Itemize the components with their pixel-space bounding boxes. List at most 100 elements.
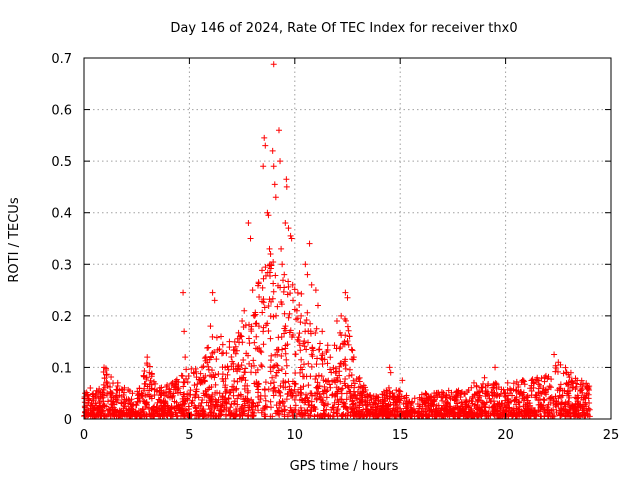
data-point (506, 390, 513, 397)
y-tick-label: 0.3 (51, 258, 72, 273)
data-point (320, 390, 327, 397)
data-point (293, 392, 300, 399)
data-point (239, 318, 246, 325)
data-point (87, 410, 94, 417)
x-tick-label: 0 (80, 428, 88, 443)
data-point (531, 408, 538, 415)
data-point (207, 353, 214, 360)
data-point (284, 291, 291, 298)
data-point (334, 396, 341, 403)
data-point (85, 397, 92, 404)
data-point (577, 381, 584, 388)
data-point (257, 347, 264, 354)
data-point (272, 351, 279, 358)
data-point (331, 399, 338, 406)
data-point (98, 412, 105, 419)
data-point (379, 391, 386, 398)
data-point (297, 319, 304, 326)
data-point (206, 394, 213, 401)
data-point (223, 387, 230, 394)
data-point (269, 147, 276, 154)
data-point (407, 410, 414, 417)
data-point (319, 328, 326, 335)
data-point (267, 273, 274, 280)
data-points (81, 61, 593, 420)
data-point (201, 355, 208, 362)
data-point (134, 399, 141, 406)
chart-title: Day 146 of 2024, Rate Of TEC Index for r… (170, 21, 517, 36)
data-point (462, 396, 469, 403)
data-point (271, 181, 278, 188)
data-point (528, 382, 535, 389)
data-point (211, 348, 218, 355)
data-point (145, 405, 152, 412)
data-point (535, 397, 542, 404)
data-point (121, 403, 128, 410)
data-point (134, 392, 141, 399)
data-point (350, 354, 357, 361)
x-tick-label: 20 (497, 428, 514, 443)
data-point (194, 381, 201, 388)
data-point (165, 405, 172, 412)
data-point (342, 289, 349, 296)
grid-lines (84, 58, 611, 419)
data-point (377, 407, 384, 414)
data-point (584, 385, 591, 392)
data-point (248, 396, 255, 403)
data-point (262, 379, 269, 386)
data-point (277, 400, 284, 407)
data-point (353, 412, 360, 419)
data-point (411, 395, 418, 402)
y-tick-label: 0.1 (51, 361, 72, 376)
data-point (213, 401, 220, 408)
data-point (177, 401, 184, 408)
data-point (267, 313, 274, 320)
data-point (273, 402, 280, 409)
data-point (108, 373, 115, 380)
data-point (141, 398, 148, 405)
data-point (291, 386, 298, 393)
data-point (325, 412, 332, 419)
data-point (314, 411, 321, 418)
data-point (202, 353, 209, 360)
data-point (305, 339, 312, 346)
data-point (326, 381, 333, 388)
data-point (88, 403, 95, 410)
data-point (100, 392, 107, 399)
data-point (401, 395, 408, 402)
data-point (112, 407, 119, 414)
data-point (556, 407, 563, 414)
data-point (355, 384, 362, 391)
data-point (399, 377, 406, 384)
data-point (541, 378, 548, 385)
data-point (585, 405, 592, 412)
data-point (212, 371, 219, 378)
data-point (346, 333, 353, 340)
data-point (82, 390, 89, 397)
data-point (291, 286, 298, 293)
data-point (121, 384, 128, 391)
data-point (369, 410, 376, 417)
data-point (228, 354, 235, 361)
data-point (143, 376, 150, 383)
data-point (258, 409, 265, 416)
data-point (114, 379, 121, 386)
data-point (228, 401, 235, 408)
data-point (521, 381, 528, 388)
data-point (135, 391, 142, 398)
data-point (308, 390, 315, 397)
data-point (251, 312, 258, 319)
data-point (106, 406, 113, 413)
data-point (309, 344, 316, 351)
data-point (422, 408, 429, 415)
data-point (266, 245, 273, 252)
data-point (534, 374, 541, 381)
data-point (580, 403, 587, 410)
data-point (297, 347, 304, 354)
data-point (385, 384, 392, 391)
data-point (219, 341, 226, 348)
data-point (352, 401, 359, 408)
data-point (297, 404, 304, 411)
x-tick-labels: 0 5 10 15 20 25 (80, 428, 619, 443)
data-point (144, 354, 151, 361)
